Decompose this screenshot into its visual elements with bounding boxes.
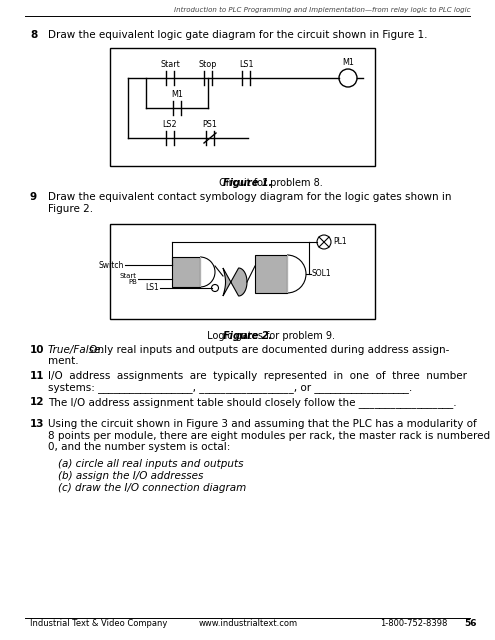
Text: (a) circle all real inputs and outputs: (a) circle all real inputs and outputs bbox=[58, 459, 244, 469]
Bar bbox=[287, 255, 288, 293]
Text: 9: 9 bbox=[30, 192, 37, 202]
Text: www.industrialtext.com: www.industrialtext.com bbox=[198, 619, 297, 628]
Text: Start
PB: Start PB bbox=[120, 273, 137, 285]
Text: True/False.: True/False. bbox=[48, 345, 104, 355]
Text: (b) assign the I/O addresses: (b) assign the I/O addresses bbox=[58, 471, 203, 481]
Bar bbox=[172, 257, 200, 287]
Text: Logic gates for problem 9.: Logic gates for problem 9. bbox=[204, 331, 335, 341]
Text: LS1: LS1 bbox=[239, 60, 253, 69]
Text: Figure 1.: Figure 1. bbox=[223, 178, 272, 188]
Text: M1: M1 bbox=[171, 90, 183, 99]
Text: LS2: LS2 bbox=[163, 120, 177, 129]
Text: LS1: LS1 bbox=[145, 284, 159, 292]
Text: M1: M1 bbox=[342, 58, 354, 67]
Text: Switch: Switch bbox=[99, 260, 124, 269]
Text: Introduction to PLC Programming and Implementation—from relay logic to PLC logic: Introduction to PLC Programming and Impl… bbox=[174, 7, 470, 13]
Text: Draw the equivalent contact symbology diagram for the logic gates shown in
Figur: Draw the equivalent contact symbology di… bbox=[48, 192, 451, 214]
Text: 12: 12 bbox=[30, 397, 45, 407]
Text: Stop: Stop bbox=[199, 60, 217, 69]
Text: 1-800-752-8398: 1-800-752-8398 bbox=[380, 619, 447, 628]
Text: The I/O address assignment table should closely follow the __________________.: The I/O address assignment table should … bbox=[48, 397, 456, 408]
Text: PS1: PS1 bbox=[202, 120, 217, 129]
Text: ment.: ment. bbox=[48, 356, 79, 366]
Text: 56: 56 bbox=[464, 619, 477, 628]
Text: Industrial Text & Video Company: Industrial Text & Video Company bbox=[30, 619, 167, 628]
Text: Only real inputs and outputs are documented during address assign-: Only real inputs and outputs are documen… bbox=[86, 345, 449, 355]
Text: SOL1: SOL1 bbox=[312, 269, 332, 278]
Bar bbox=[199, 257, 201, 287]
Polygon shape bbox=[223, 268, 247, 296]
Bar bbox=[110, 224, 375, 319]
Text: Draw the equivalent logic gate diagram for the circuit shown in Figure 1.: Draw the equivalent logic gate diagram f… bbox=[48, 30, 428, 40]
Text: (c) draw the I/O connection diagram: (c) draw the I/O connection diagram bbox=[58, 483, 246, 493]
Text: 13: 13 bbox=[30, 419, 45, 429]
Text: Start: Start bbox=[160, 60, 180, 69]
Text: 11: 11 bbox=[30, 371, 45, 381]
Bar bbox=[255, 255, 287, 293]
Text: 8: 8 bbox=[30, 30, 37, 40]
Text: I/O  address  assignments  are  typically  represented  in  one  of  three  numb: I/O address assignments are typically re… bbox=[48, 371, 467, 394]
Text: PL1: PL1 bbox=[333, 237, 346, 246]
Bar bbox=[110, 48, 375, 166]
Text: Circuit for problem 8.: Circuit for problem 8. bbox=[216, 178, 323, 188]
Text: Figure 2.: Figure 2. bbox=[223, 331, 272, 341]
Text: 10: 10 bbox=[30, 345, 45, 355]
Text: Using the circuit shown in Figure 3 and assuming that the PLC has a modularity o: Using the circuit shown in Figure 3 and … bbox=[48, 419, 490, 452]
